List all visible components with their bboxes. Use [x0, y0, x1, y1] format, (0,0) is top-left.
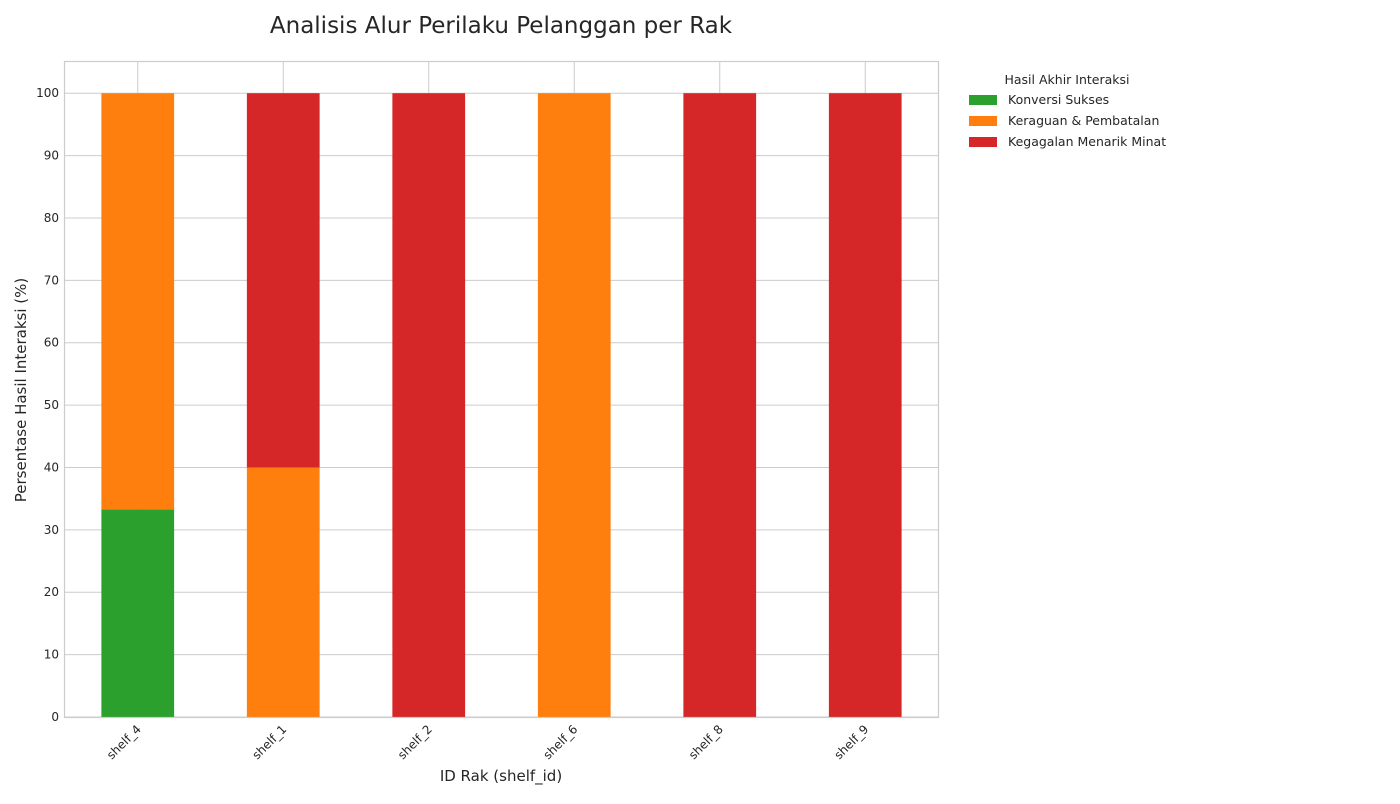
y-tick-label: 20 — [44, 585, 59, 599]
y-tick-label: 90 — [44, 149, 59, 163]
legend: Hasil Akhir Interaksi Konversi Sukses Ker… — [969, 72, 1166, 149]
x-tick-label: shelf_1 — [249, 722, 289, 762]
bars-layer — [101, 93, 902, 717]
bar-shelf_1 — [246, 93, 320, 468]
plot-frame — [63, 60, 940, 719]
bar-shelf_4 — [101, 93, 175, 510]
y-tick-label: 0 — [51, 710, 59, 724]
x-axis-label: ID Rak (shelf_id) — [440, 767, 562, 786]
x-tick-label: shelf_2 — [395, 722, 435, 762]
x-axis-ticks: shelf_4 shelf_1 shelf_2 shelf_6 shelf_8 shelf… — [104, 722, 871, 762]
grid-layer — [65, 62, 938, 718]
x-tick-label: shelf_9 — [831, 722, 871, 762]
legend-swatch — [969, 116, 997, 126]
x-tick-label: shelf_6 — [540, 722, 580, 762]
y-axis-label: Persentase Hasil Interaksi (%) — [12, 278, 30, 503]
y-tick-label: 40 — [44, 460, 59, 474]
bar-shelf_4 — [101, 509, 175, 717]
x-tick-label: shelf_4 — [104, 722, 144, 762]
legend-title: Hasil Akhir Interaksi — [1004, 72, 1129, 87]
y-tick-label: 70 — [44, 273, 59, 287]
x-tick-label: shelf_8 — [686, 722, 726, 762]
y-tick-label: 80 — [44, 211, 59, 225]
y-tick-label: 50 — [44, 398, 59, 412]
y-tick-label: 30 — [44, 523, 59, 537]
legend-label: Keraguan & Pembatalan — [1008, 113, 1159, 128]
legend-label: Konversi Sukses — [1008, 92, 1109, 107]
y-tick-label: 100 — [36, 86, 59, 100]
bar-shelf_1 — [246, 467, 320, 717]
legend-items: Konversi Sukses Keraguan & Pembatalan Kega… — [969, 92, 1166, 149]
bar-shelf_8 — [683, 93, 757, 717]
bar-shelf_9 — [828, 93, 902, 717]
y-tick-label: 60 — [44, 336, 59, 350]
legend-label: Kegagalan Menarik Minat — [1008, 134, 1166, 149]
legend-swatch — [969, 95, 997, 105]
legend-swatch — [969, 137, 997, 147]
y-tick-label: 10 — [44, 648, 59, 662]
bar-shelf_6 — [537, 93, 611, 717]
chart-title: Analisis Alur Perilaku Pelanggan per Rak — [270, 13, 733, 39]
y-axis-ticks: 0 10 20 30 40 50 60 70 80 90 100 — [36, 86, 59, 724]
bar-shelf_2 — [392, 93, 466, 717]
